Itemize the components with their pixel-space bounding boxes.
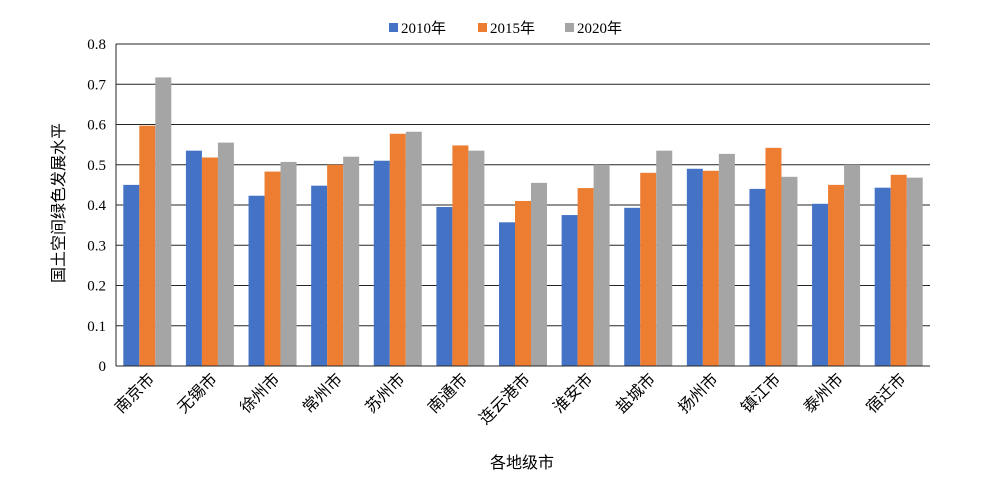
x-tick-label: 徐州市 xyxy=(237,370,284,417)
y-tick-label: 0.2 xyxy=(87,279,106,295)
y-tick-label: 0.5 xyxy=(87,158,106,174)
bar-2020年-盐城市 xyxy=(656,150,673,366)
bar-2010年-南通市 xyxy=(436,207,453,366)
bar-2010年-盐城市 xyxy=(624,207,641,366)
bar-2015年-泰州市 xyxy=(828,184,845,366)
bar-2020年-连云港市 xyxy=(531,182,547,366)
bar-2020年-南通市 xyxy=(468,150,485,366)
bar-2015年-宿迁市 xyxy=(890,174,907,366)
y-tick-label: 0 xyxy=(99,359,107,375)
legend-label: 2020年 xyxy=(577,20,622,37)
x-tick-label: 扬州市 xyxy=(675,370,722,417)
bar-2010年-无锡市 xyxy=(185,150,202,366)
x-tick-label: 淮安市 xyxy=(550,370,597,417)
bar-2020年-无锡市 xyxy=(217,142,234,366)
bar-2020年-徐州市 xyxy=(280,161,297,366)
y-tick-label: 0.6 xyxy=(87,118,106,134)
y-axis-label: 国土空间绿色发展水平 xyxy=(50,123,68,283)
bar-2010年-扬州市 xyxy=(686,168,703,366)
bar-2015年-南通市 xyxy=(452,145,469,366)
legend-label: 2010年 xyxy=(401,20,446,37)
y-tick-label: 0.1 xyxy=(87,319,106,335)
x-tick-label: 苏州市 xyxy=(362,370,409,417)
bar-2015年-无锡市 xyxy=(201,157,218,366)
x-tick-label: 泰州市 xyxy=(800,370,847,417)
bar-2020年-淮安市 xyxy=(593,164,610,366)
bar-2010年-常州市 xyxy=(311,185,328,366)
legend-swatch xyxy=(565,23,574,32)
y-tick-label: 0.4 xyxy=(87,198,106,214)
x-axis-label: 各地级市 xyxy=(490,454,554,472)
bar-2015年-扬州市 xyxy=(702,170,719,366)
bar-2015年-徐州市 xyxy=(264,171,281,366)
bar-2020年-常州市 xyxy=(343,156,360,366)
x-tick-label: 常州市 xyxy=(299,370,346,417)
legend: 2010年 2015年 2020年 xyxy=(389,20,622,37)
x-tick-label: 连云港市 xyxy=(476,370,534,428)
bar-2015年-南京市 xyxy=(139,125,156,367)
bar-2010年-镇江市 xyxy=(749,188,766,366)
y-tick-label: 0.7 xyxy=(87,77,106,93)
y-tick-label: 0.3 xyxy=(87,238,106,254)
bar-2010年-连云港市 xyxy=(499,222,515,366)
x-tick-label: 宿迁市 xyxy=(863,370,910,417)
x-tick-label: 南京市 xyxy=(111,370,158,417)
bar-2015年-苏州市 xyxy=(389,133,406,366)
bar-2015年-镇江市 xyxy=(765,147,782,366)
legend-swatch xyxy=(389,23,398,32)
bar-2010年-苏州市 xyxy=(373,160,390,366)
y-tick-label: 0.8 xyxy=(87,37,106,53)
bar-2010年-南京市 xyxy=(123,184,140,366)
bar-2010年-淮安市 xyxy=(561,215,578,366)
bar-2015年-盐城市 xyxy=(640,172,657,366)
bar-2020年-南京市 xyxy=(155,77,172,366)
bar-2020年-苏州市 xyxy=(405,131,422,366)
legend-swatch xyxy=(478,23,487,32)
bar-2020年-宿迁市 xyxy=(906,177,923,366)
x-tick-label: 盐城市 xyxy=(612,370,659,417)
bar-2010年-徐州市 xyxy=(248,195,265,366)
bar-2010年-泰州市 xyxy=(812,203,829,366)
bar-2015年-常州市 xyxy=(327,164,344,366)
x-tick-label: 无锡市 xyxy=(174,370,221,417)
bar-2015年-连云港市 xyxy=(515,200,531,366)
bar-2020年-扬州市 xyxy=(718,153,735,366)
bar-2020年-泰州市 xyxy=(844,164,861,366)
x-tick-label: 南通市 xyxy=(425,370,472,417)
legend-label: 2015年 xyxy=(490,20,535,37)
bar-2015年-淮安市 xyxy=(577,188,594,366)
bars-layer xyxy=(123,77,923,367)
bar-2010年-宿迁市 xyxy=(874,187,891,366)
bar-2020年-镇江市 xyxy=(781,176,798,366)
x-tick-label: 镇江市 xyxy=(738,370,785,417)
